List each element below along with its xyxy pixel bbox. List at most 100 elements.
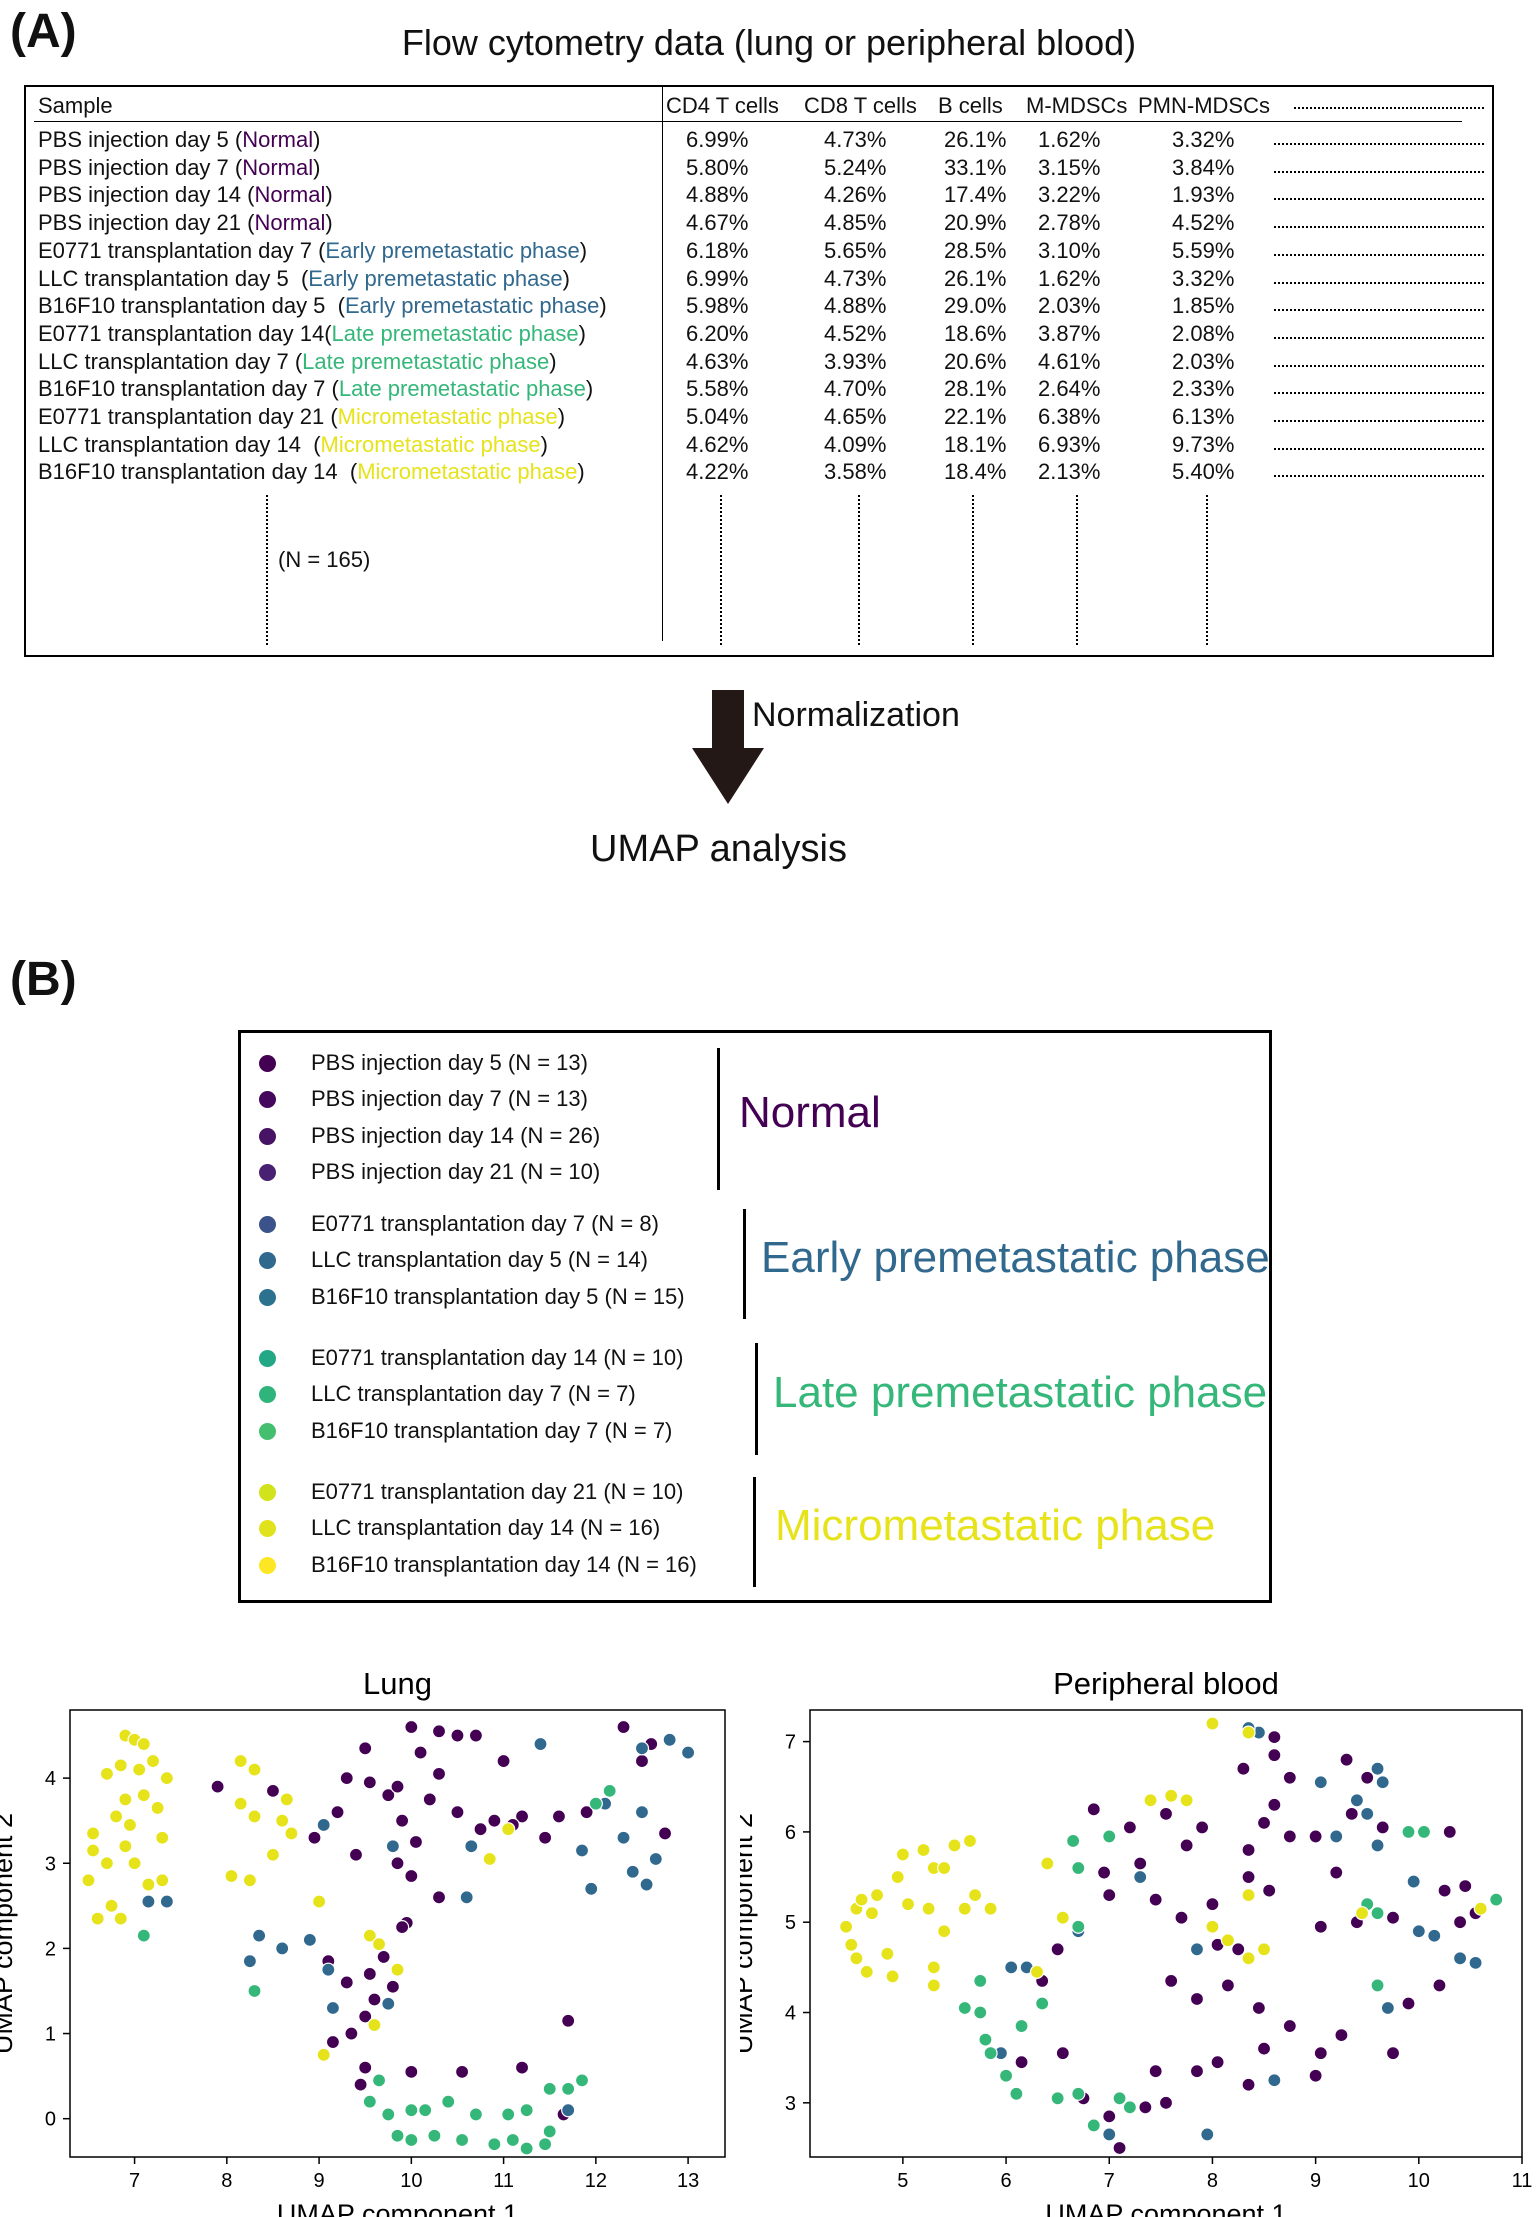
paren-open: ( <box>337 293 345 319</box>
sample-label: LLC transplantation day 5 <box>38 265 301 291</box>
paren-close: ) <box>562 265 570 291</box>
scatter-point <box>1267 1729 1282 1745</box>
cell-cd8: 4.70% <box>824 376 887 402</box>
scatter-point <box>381 2107 396 2122</box>
scatter-point <box>1262 1883 1277 1898</box>
cell-mmdsc: 3.22% <box>1038 182 1101 208</box>
group-bracket-normal <box>717 1048 720 1190</box>
scatter-point <box>1267 2073 1282 2088</box>
scatter-point <box>890 1869 905 1885</box>
phase-label: Late premetastatic phase <box>302 348 550 374</box>
scatter-point <box>1241 2077 1256 2092</box>
x-tick-label: 10 <box>1408 2170 1430 2192</box>
paren-close: ) <box>313 154 321 180</box>
y-tick-label: 1 <box>45 2024 56 2046</box>
legend-text: E0771 transplantation day 14 (N = 10) <box>311 1345 684 1370</box>
scatter-point <box>501 1822 516 1837</box>
scatter-point <box>1231 1942 1246 1957</box>
scatter-point <box>588 1796 603 1811</box>
legend-box: PBS injection day 5 (N = 13) PBS injecti… <box>238 1030 1272 1603</box>
row-continuation-dots <box>1274 309 1484 312</box>
scatter-point <box>1308 1829 1323 1844</box>
cell-bcells: 26.1% <box>944 265 1007 291</box>
scatter-point <box>1086 1802 1101 1817</box>
cell-cd4: 6.99% <box>686 265 749 291</box>
blood-umap-chart: Peripheral blood 5 6 7 8 9 10 11 3 4 5 6 7 UMAP compo… <box>740 1666 1532 2217</box>
group-name-micro: Micrometastatic phase <box>775 1501 1216 1550</box>
cell-cd4: 4.62% <box>686 431 749 457</box>
scatter-point <box>316 2047 331 2062</box>
scatter-point <box>1035 1996 1050 2011</box>
scatter-point <box>538 1830 553 1845</box>
legend-text: PBS injection day 5 (N = 13) <box>311 1050 588 1075</box>
scatter-point <box>362 1775 377 1790</box>
cell-pmnmdsc: 2.08% <box>1172 320 1235 346</box>
cell-bcells: 18.4% <box>944 459 1007 485</box>
scatter-point <box>1071 1860 1086 1876</box>
umap-analysis-label: UMAP analysis <box>590 828 847 870</box>
scatter-point <box>408 1834 424 1850</box>
scatter-point <box>224 1868 239 1884</box>
scatter-point <box>348 1847 364 1862</box>
phase-label: Early premetastatic phase <box>344 293 600 319</box>
scatter-point <box>584 1881 599 1896</box>
paren-close: ) <box>549 348 557 374</box>
scatter-point <box>113 1758 128 1773</box>
scatter-point <box>413 1745 428 1760</box>
scatter-point <box>316 1817 331 1833</box>
scatter-point <box>1442 1824 1457 1840</box>
sample-label: PBS injection day 5 <box>38 127 235 152</box>
scatter-point <box>978 2032 993 2047</box>
scatter-point <box>441 2094 456 2109</box>
cell-pmnmdsc: 2.03% <box>1172 348 1235 374</box>
scatter-point <box>395 1813 410 1828</box>
scatter-point <box>330 1805 345 1820</box>
row-continuation-dots <box>1274 281 1484 284</box>
scatter-point <box>150 1800 165 1816</box>
scatter-point <box>1133 1856 1148 1871</box>
scatter-point <box>1416 1824 1432 1840</box>
scatter-point <box>579 1805 594 1820</box>
y-tick-label: 4 <box>45 1768 56 1790</box>
y-tick-label: 4 <box>785 2003 796 2025</box>
legend-text: B16F10 transplantation day 5 (N = 15) <box>311 1284 685 1309</box>
row-continuation-dots <box>1274 336 1484 339</box>
y-tick-label: 3 <box>785 2093 796 2115</box>
scatter-point <box>468 1728 484 1743</box>
panel-a-label: (A) <box>10 5 77 58</box>
scatter-point <box>1360 1770 1375 1785</box>
cell-mmdsc: 6.93% <box>1038 431 1101 457</box>
scatter-point <box>450 1728 465 1743</box>
scatter-point <box>505 2132 520 2148</box>
scatter-point <box>602 1783 617 1798</box>
mmdsc-continuation-dots <box>1076 495 1078 645</box>
paren-open: ( <box>247 182 255 208</box>
scatter-point <box>1086 2118 1101 2133</box>
scatter-point <box>390 1856 405 1871</box>
scatter-point <box>926 1960 941 1975</box>
scatter-point <box>538 2137 553 2152</box>
scatter-point <box>639 1877 654 1892</box>
scatter-point <box>118 1792 133 1807</box>
legend-text: PBS injection day 14 (N = 26) <box>311 1123 601 1148</box>
scatter-point <box>141 1894 156 1909</box>
scatter-point <box>1236 1761 1251 1776</box>
paren-close: ) <box>579 237 588 263</box>
scatter-point <box>561 2081 576 2096</box>
scatter-point <box>1329 1829 1344 1844</box>
cell-cd4: 4.63% <box>686 348 749 374</box>
scatter-point <box>422 1792 437 1807</box>
y-axis-label: UMAP component 2 <box>740 1813 758 2054</box>
scatter-point <box>367 1992 382 2007</box>
scatter-point <box>454 2132 470 2148</box>
scatter-point <box>404 1868 419 1884</box>
scatter-point <box>1220 1978 1236 1993</box>
scatter-point <box>1179 1793 1194 1808</box>
cell-mmdsc: 4.61% <box>1038 348 1101 374</box>
scatter-point <box>362 1928 377 1943</box>
scatter-point <box>99 1766 115 1781</box>
scatter-point <box>127 1856 142 1871</box>
cell-mmdsc: 3.10% <box>1038 237 1101 263</box>
cell-mmdsc: 3.15% <box>1038 154 1101 180</box>
x-tick-label: 11 <box>493 2170 514 2192</box>
